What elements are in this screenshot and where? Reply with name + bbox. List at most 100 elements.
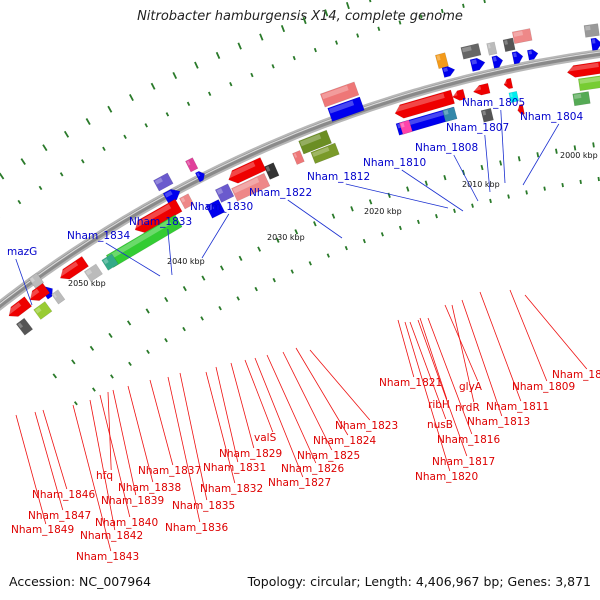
gene-forward-0 [583,23,600,38]
gene-forward-12 [319,81,360,108]
label-Nham_1827: Nham_1827 [268,477,331,489]
gene-reverse-30-gloss [17,322,24,329]
gene-forward-18 [28,272,45,289]
label-Nham_1806: Nham_1806 [552,369,600,381]
leader-Nham_1827 [254,357,304,478]
tick-mark [229,82,233,87]
page-title: Nitrobacter hamburgensis X14, complete g… [137,9,463,24]
tick-mark [280,24,286,33]
tick-mark [110,374,114,379]
gene-forward-4-gloss [513,52,517,58]
tick-mark [215,51,221,59]
tick-mark [326,253,330,258]
leader-Nham_1812 [345,183,449,209]
gene-forward-12-gloss [321,85,349,100]
tick-mark [398,20,402,25]
gene-reverse-5 [503,77,514,90]
tick-mark [398,225,402,231]
label-Nham_1837: Nham_1837 [138,465,201,477]
gene-reverse-14-gloss [312,146,330,157]
tick-mark [345,1,350,10]
genome-backbone [0,50,600,309]
leader-Nham_1804 [522,123,560,186]
gene-reverse-6-shape [508,90,520,104]
gene-reverse-9-gloss [394,93,445,113]
gene-forward-10 [434,52,449,70]
gene-reverse-11 [399,119,413,135]
tick-mark [80,159,85,164]
tick-mark [257,246,262,252]
tick-mark [186,101,191,107]
tick-mark [331,213,336,219]
gene-forward-17 [162,188,181,205]
gene-forward-16 [153,172,174,192]
gene-forward-9-shape [469,57,486,72]
gene-forward-15-shape [194,170,205,183]
gene-reverse-17-gloss [227,161,256,179]
tick-mark [369,0,372,3]
leader-ribH [419,317,448,400]
gene-reverse-21 [179,193,195,210]
tick-mark [71,359,76,365]
gene-reverse-18 [231,172,271,202]
leader-Nham_1838 [127,385,154,483]
leader-Nham_1824 [295,347,349,436]
gene-reverse-19-gloss [216,188,224,195]
leader-hfq [107,391,112,471]
tick-mark [182,285,187,292]
tick-mark [164,338,168,343]
leader-Nham_1809 [509,289,548,382]
tick-mark [236,296,240,301]
gene-forward-11-shape [441,66,456,78]
gene-reverse-3-gloss [473,86,482,92]
gene-reverse-27 [27,282,51,301]
gene-reverse-18-gloss [232,177,260,194]
backbone-highlight [0,51,600,305]
gene-forward-18-shape [28,272,45,289]
gene-forward-1 [590,37,600,51]
gene-forward-3-shape [502,37,516,52]
leader-nusB [409,321,447,420]
tick-mark [356,33,360,38]
label-Nham_1824: Nham_1824 [313,435,376,447]
leader-Nham_1821 [397,319,415,378]
label-Nham_1810: Nham_1810 [363,157,426,169]
tick-mark [440,8,444,14]
gene-forward-11 [441,66,456,78]
tick-mark [471,203,474,208]
gene-forward-10-gloss [436,55,441,61]
label-Nham_1840: Nham_1840 [95,517,158,529]
leader-Nham_1834 [105,242,161,277]
tick-mark [368,199,373,205]
gene-forward-3 [502,37,516,52]
tick-mark [517,156,521,162]
gene-reverse-23-gloss [107,219,172,260]
leader-Nham_1817 [417,319,468,457]
gene-forward-7 [491,55,504,69]
leader-Nham_1830 [201,213,230,259]
gene-reverse-7-shape [517,103,525,115]
leader-valS [244,359,274,433]
gene-reverse-26 [58,255,89,280]
leader-mazG [15,258,33,306]
gene-forward-2 [511,28,533,45]
gene-forward-14 [185,157,199,173]
label-Nham_1830: Nham_1830 [190,201,253,213]
label-nusB: nusB [427,419,453,431]
tick-mark [271,64,275,69]
label-Nham_1811: Nham_1811 [486,401,549,413]
gene-forward-5-gloss [528,50,533,55]
gene-reverse-1-shape [578,74,600,92]
tick-mark [543,186,546,191]
tick-mark [123,134,127,140]
gene-reverse-8-gloss [482,110,487,116]
gene-reverse-19-shape [214,183,235,203]
tick-mark [324,9,329,17]
tick-mark [313,221,317,227]
label-Nham_1834: Nham_1834 [67,230,130,242]
tick-mark [182,326,186,332]
gene-forward-13 [327,96,365,122]
leader-Nham_1826 [266,354,317,464]
tick-mark [20,158,26,165]
gene-reverse-21-gloss [180,197,186,203]
